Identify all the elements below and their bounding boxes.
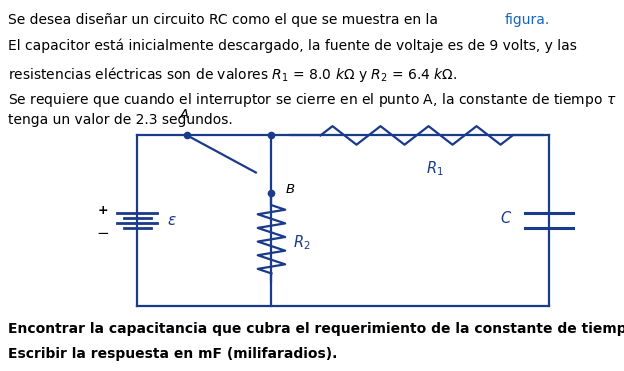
Text: C: C [500, 211, 510, 226]
Text: El capacitor está inicialmente descargado, la fuente de voltaje es de 9 volts, y: El capacitor está inicialmente descargad… [8, 39, 577, 53]
Text: Encontrar la capacitancia que cubra el requerimiento de la constante de tiempo.: Encontrar la capacitancia que cubra el r… [8, 322, 624, 336]
Text: A: A [180, 108, 188, 121]
Text: tenga un valor de 2.3 segundos.: tenga un valor de 2.3 segundos. [8, 113, 233, 127]
Text: B: B [285, 183, 295, 196]
Text: −: − [97, 226, 109, 241]
Text: $\varepsilon$: $\varepsilon$ [167, 213, 177, 228]
Text: Se desea diseñar un circuito RC como el que se muestra en la: Se desea diseñar un circuito RC como el … [8, 13, 442, 27]
Text: figura.: figura. [504, 13, 550, 27]
Text: $R_2$: $R_2$ [293, 234, 311, 252]
Text: resistencias eléctricas son de valores $R_1$ = 8.0 $k\Omega$ y $R_2$ = 6.4 $k\Om: resistencias eléctricas son de valores $… [8, 65, 457, 84]
Text: Escribir la respuesta en mF (milifaradios).: Escribir la respuesta en mF (milifaradio… [8, 347, 338, 361]
Text: $R_1$: $R_1$ [426, 160, 444, 178]
Text: Se requiere que cuando el interruptor se cierre en el punto A, la constante de t: Se requiere que cuando el interruptor se… [8, 91, 617, 109]
Text: +: + [97, 204, 109, 217]
